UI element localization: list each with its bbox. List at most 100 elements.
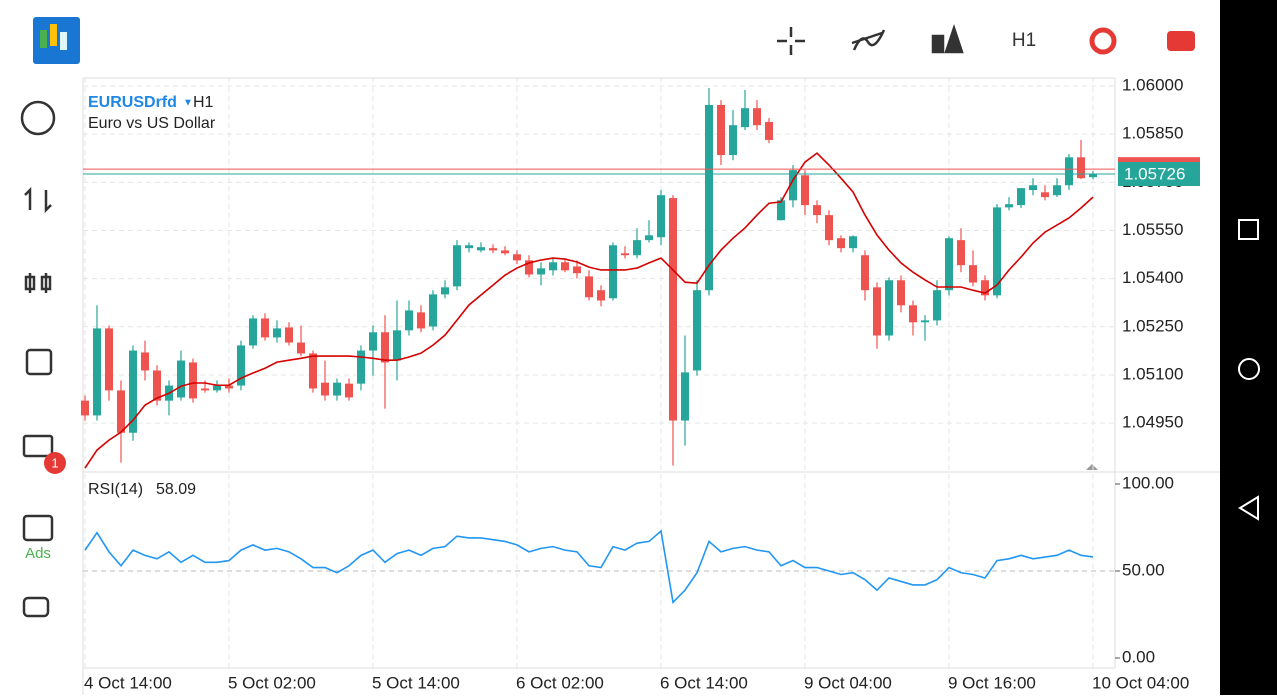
- candle-body: [693, 290, 701, 371]
- candle-body: [933, 290, 941, 321]
- candle-body: [1017, 188, 1025, 206]
- candle-body: [453, 245, 461, 287]
- rsi-name: RSI(14): [88, 481, 143, 498]
- x-tick-label: 6 Oct 14:00: [660, 673, 748, 692]
- candle-body: [669, 198, 677, 421]
- history-tab[interactable]: [25, 348, 53, 376]
- candle-body: [1077, 157, 1085, 179]
- candle-body: [645, 235, 653, 241]
- candle-body: [717, 104, 725, 156]
- candle-body: [561, 262, 569, 271]
- candle-body: [1089, 173, 1097, 178]
- candle-body: [117, 390, 125, 433]
- candle-body: [489, 248, 497, 251]
- scroll-marker: [1086, 464, 1098, 470]
- home-button[interactable]: [1238, 358, 1260, 380]
- candle-body: [285, 327, 293, 343]
- candle-body: [393, 330, 401, 361]
- candle-body: [741, 108, 749, 128]
- candle-body: [585, 276, 593, 298]
- quotes-button[interactable]: [20, 100, 56, 136]
- rsi-tick-label: 50.00: [1122, 560, 1165, 579]
- x-tick-label: 6 Oct 02:00: [516, 673, 604, 692]
- candle-body: [429, 294, 437, 327]
- account-button[interactable]: [1167, 31, 1195, 51]
- candle-body: [909, 305, 917, 323]
- candle-body: [993, 207, 1001, 296]
- candle-body: [1041, 192, 1049, 198]
- x-tick-label: 4 Oct 14:00: [84, 673, 172, 692]
- candle-body: [177, 360, 185, 398]
- candle-body: [549, 262, 557, 271]
- trade-button[interactable]: [1089, 27, 1117, 55]
- candle-body: [873, 287, 881, 336]
- mail-badge: [44, 452, 66, 474]
- candle-body: [129, 350, 137, 433]
- mail-tab[interactable]: [22, 434, 54, 458]
- candle-body: [609, 245, 617, 299]
- y-tick-label: 1.06000: [1122, 76, 1183, 95]
- candle-body: [309, 353, 317, 389]
- sidebar: [20, 100, 56, 618]
- y-tick-label: 1.05100: [1122, 364, 1183, 383]
- candle-body: [225, 385, 233, 389]
- chat-tab[interactable]: [22, 596, 50, 618]
- candle-body: [729, 125, 737, 156]
- toolbar: [777, 24, 1195, 55]
- candle-body: [249, 318, 257, 346]
- trade-tab[interactable]: [24, 186, 52, 214]
- candle-body: [897, 280, 905, 306]
- y-tick-label: 1.05550: [1122, 220, 1183, 239]
- candle-body: [213, 385, 221, 391]
- candle-body: [525, 260, 533, 275]
- candle-body: [381, 332, 389, 363]
- indicators-button[interactable]: [851, 29, 886, 51]
- candle-body: [141, 352, 149, 371]
- x-tick-label: 9 Oct 16:00: [948, 673, 1036, 692]
- subtitle: Euro vs US Dollar: [88, 115, 216, 132]
- back-button[interactable]: [1238, 495, 1259, 521]
- moving-average: [84, 152, 1094, 469]
- symbol-arrow[interactable]: ▼: [183, 98, 193, 109]
- candle-body: [441, 287, 449, 295]
- candle-body: [825, 215, 833, 241]
- candle-body: [981, 280, 989, 296]
- y-tick-label: 1.05250: [1122, 316, 1183, 335]
- candle-body: [297, 342, 305, 354]
- candle-body: [369, 332, 377, 351]
- charts-tab[interactable]: [24, 273, 52, 293]
- candle-body: [237, 345, 245, 386]
- candle-body: [849, 236, 857, 249]
- candle-body: [1029, 185, 1037, 191]
- candle-body: [513, 254, 521, 261]
- recent-button[interactable]: [1238, 219, 1259, 240]
- nav-bar: [1220, 0, 1277, 695]
- rsi-line: [84, 529, 1094, 604]
- candle-body: [345, 383, 353, 398]
- y-tick-label: 1.04950: [1122, 413, 1183, 432]
- timeframe-button[interactable]: H1: [1012, 30, 1036, 51]
- y-tick-label: 1.05850: [1122, 124, 1183, 143]
- candle-body: [597, 290, 605, 301]
- candle-body: [357, 350, 365, 384]
- candle-body: [1053, 185, 1061, 196]
- x-tick-label: 9 Oct 04:00: [804, 673, 892, 692]
- mail-badge-count: 1: [51, 455, 58, 470]
- candle-body: [417, 312, 425, 329]
- candle-body: [837, 238, 845, 249]
- app-icon[interactable]: [33, 17, 80, 64]
- calendar-tab[interactable]: [22, 514, 54, 542]
- candle-body: [189, 362, 197, 399]
- crosshair-button[interactable]: [777, 27, 805, 55]
- bid-label-box: [1118, 161, 1200, 186]
- symbol: EURUSDrfd: [88, 94, 177, 111]
- ads-label: Ads: [25, 545, 51, 562]
- objects-button[interactable]: [931, 24, 964, 54]
- candle-body: [477, 247, 485, 251]
- candle-body: [885, 280, 893, 336]
- candle-body: [861, 255, 869, 291]
- candle-body: [753, 108, 761, 126]
- candle-body: [921, 320, 929, 323]
- candle-body: [261, 318, 269, 338]
